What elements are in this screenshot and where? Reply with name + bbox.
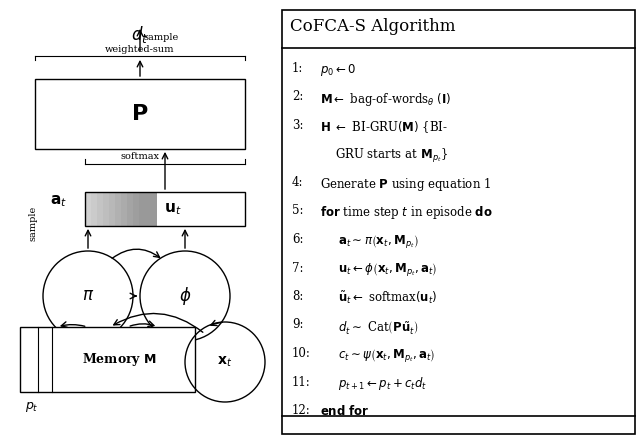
Bar	[103, 192, 109, 226]
Bar	[127, 192, 133, 226]
Text: $p_{t+1} \leftarrow p_t + c_t d_t$: $p_{t+1} \leftarrow p_t + c_t d_t$	[338, 376, 428, 392]
Text: $\mathbf{end\ for}$: $\mathbf{end\ for}$	[320, 404, 369, 418]
Text: 1:: 1:	[292, 62, 303, 75]
Bar	[151, 192, 157, 226]
Text: 11:: 11:	[292, 376, 311, 388]
Text: $\mathbf{u}_t \leftarrow \phi\left(\mathbf{x}_t, \mathbf{M}_{p_t}, \mathbf{a}_t\: $\mathbf{u}_t \leftarrow \phi\left(\math…	[338, 262, 437, 278]
Bar	[85, 192, 91, 226]
Text: Memory $\mathbf{M}$: Memory $\mathbf{M}$	[82, 351, 157, 368]
Text: 5:: 5:	[292, 205, 303, 218]
Text: $d_t \sim$ Cat$\left(\mathbf{P}\tilde{\mathbf{u}}_t\right)$: $d_t \sim$ Cat$\left(\mathbf{P}\tilde{\m…	[338, 318, 419, 336]
Text: $\mathbf{a}_t \sim \pi\left(\mathbf{x}_t, \mathbf{M}_{p_t}\right)$: $\mathbf{a}_t \sim \pi\left(\mathbf{x}_t…	[338, 233, 419, 250]
Bar	[282, 10, 635, 434]
Bar	[85, 192, 245, 226]
Text: $p_0 \leftarrow 0$: $p_0 \leftarrow 0$	[320, 62, 356, 78]
Bar	[97, 192, 103, 226]
Text: $\pi$: $\pi$	[82, 288, 94, 305]
Bar	[133, 192, 139, 226]
Bar	[145, 192, 151, 226]
Text: sample: sample	[144, 33, 179, 43]
Text: Generate $\mathbf{P}$ using equation 1: Generate $\mathbf{P}$ using equation 1	[320, 176, 491, 193]
Text: $\tilde{\mathbf{u}}_t \leftarrow$ softmax$\left(\mathbf{u}_t\right)$: $\tilde{\mathbf{u}}_t \leftarrow$ softma…	[338, 290, 437, 306]
Text: $\phi$: $\phi$	[179, 285, 191, 307]
Text: 4:: 4:	[292, 176, 303, 189]
Text: $\mathbf{for}$ time step $t$ in episode $\mathbf{do}$: $\mathbf{for}$ time step $t$ in episode …	[320, 205, 493, 222]
Text: $\mathbf{a}_t$: $\mathbf{a}_t$	[50, 193, 67, 209]
Text: $d_t$: $d_t$	[131, 24, 148, 45]
Text: $c_t \sim \psi\left(\mathbf{x}_t, \mathbf{M}_{p_t}, \mathbf{a}_t\right)$: $c_t \sim \psi\left(\mathbf{x}_t, \mathb…	[338, 347, 435, 364]
Bar	[139, 192, 145, 226]
Bar	[20, 327, 195, 392]
Text: 3:: 3:	[292, 119, 303, 132]
Text: CoFCA-S Algorithm: CoFCA-S Algorithm	[290, 18, 456, 35]
Bar	[91, 192, 97, 226]
Text: GRU starts at $\mathbf{M}_{p_t}$}: GRU starts at $\mathbf{M}_{p_t}$}	[335, 147, 448, 166]
Bar	[115, 192, 121, 226]
Bar	[109, 192, 115, 226]
Text: $p_t$: $p_t$	[25, 400, 38, 414]
Text: 10:: 10:	[292, 347, 311, 360]
Text: 7:: 7:	[292, 262, 303, 274]
Text: 12:: 12:	[292, 404, 311, 417]
Text: sample: sample	[29, 206, 38, 241]
Text: $\mathbf{M} \leftarrow$ bag-of-words$_\theta$ $(\mathbf{I})$: $\mathbf{M} \leftarrow$ bag-of-words$_\t…	[320, 91, 451, 107]
Text: 2:: 2:	[292, 91, 303, 103]
Text: 9:: 9:	[292, 318, 303, 332]
Bar	[35, 79, 245, 149]
Text: weighted-sum: weighted-sum	[105, 45, 175, 54]
Text: $\mathbf{u}_t$: $\mathbf{u}_t$	[164, 201, 182, 217]
Text: $\mathbf{H}\ \leftarrow\ $BI-GRU$(\mathbf{M})$ {BI-: $\mathbf{H}\ \leftarrow\ $BI-GRU$(\mathb…	[320, 119, 448, 135]
Text: softmax: softmax	[120, 152, 159, 161]
Text: $\mathbf{P}$: $\mathbf{P}$	[131, 103, 148, 125]
Text: $\mathbf{x}_t$: $\mathbf{x}_t$	[218, 355, 232, 369]
Bar	[157, 192, 245, 226]
Text: 8:: 8:	[292, 290, 303, 303]
Bar	[121, 192, 127, 226]
Text: 6:: 6:	[292, 233, 303, 246]
